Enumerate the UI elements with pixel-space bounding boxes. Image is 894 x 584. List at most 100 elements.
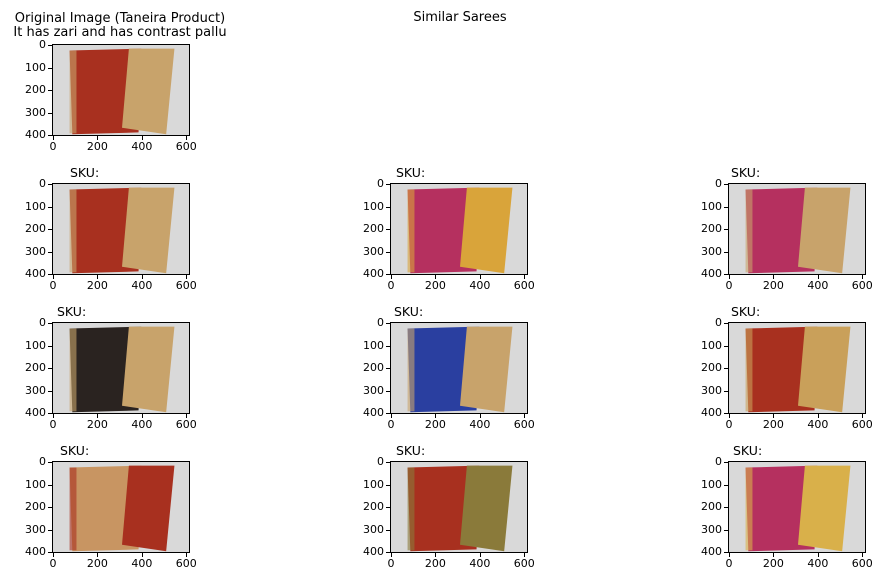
y-tick-label: 100 [25, 60, 46, 74]
y-tick [48, 67, 52, 69]
x-tick [524, 275, 526, 279]
x-tick [391, 275, 392, 279]
y-tick [386, 484, 390, 486]
saree-pallu [798, 187, 851, 274]
saree-image-original [52, 44, 190, 136]
x-tick-label: 0 [725, 279, 733, 292]
y-tick [724, 184, 728, 185]
y-tick-label: 200 [25, 222, 46, 235]
y-tick-label: 300 [25, 244, 46, 258]
saree-image-similar-7 [52, 461, 190, 553]
x-tick [773, 414, 775, 418]
y-tick-label: 0 [377, 316, 384, 329]
x-tick [862, 414, 864, 418]
y-tick [724, 552, 728, 553]
saree-image-similar-8 [390, 461, 528, 553]
y-tick-label: 200 [25, 500, 46, 513]
saree-pallu [460, 187, 513, 274]
y-tick-label: 200 [701, 500, 722, 513]
y-tick [724, 251, 728, 253]
x-tick [479, 275, 481, 279]
x-tick-label: 600 [513, 557, 535, 570]
y-tick-label: 400 [701, 545, 722, 558]
y-tick-label: 400 [25, 128, 46, 141]
y-tick-label: 400 [25, 267, 46, 280]
saree-illustration [69, 465, 175, 552]
saree-image-similar-4 [52, 322, 190, 414]
y-tick [48, 206, 52, 208]
x-tick [479, 553, 481, 557]
y-tick-label: 400 [25, 545, 46, 558]
y-tick [724, 462, 728, 463]
x-tick-label: 0 [387, 557, 395, 570]
saree-border [745, 328, 753, 412]
y-tick-label: 200 [363, 222, 384, 235]
saree-pallu [122, 187, 175, 274]
saree-illustration [69, 48, 175, 135]
x-tick-label: 600 [513, 418, 535, 431]
sku-label: SKU: [396, 165, 426, 180]
x-tick [773, 553, 775, 557]
sku-label: SKU: [731, 304, 761, 319]
sku-label: SKU: [70, 165, 100, 180]
y-tick [386, 552, 390, 553]
y-tick-label: 300 [25, 105, 46, 119]
x-tick-label: 600 [851, 418, 873, 431]
y-tick-label: 400 [701, 406, 722, 419]
x-tick [141, 553, 143, 557]
y-tick [48, 251, 52, 253]
y-tick-label: 300 [363, 383, 384, 397]
saree-image-similar-9 [728, 461, 866, 553]
y-tick [386, 229, 390, 230]
saree-illustration [407, 465, 513, 552]
y-tick-label: 0 [377, 455, 384, 468]
x-tick-label: 200 [762, 279, 784, 292]
x-tick [53, 136, 54, 140]
saree-border [69, 328, 77, 412]
y-tick-label: 300 [363, 244, 384, 258]
x-tick-label: 200 [424, 418, 446, 431]
x-tick [773, 275, 775, 279]
x-tick-label: 400 [469, 557, 491, 570]
y-tick [48, 413, 52, 414]
original-image-title: Original Image (Taneira Product) [14, 11, 226, 26]
y-tick-label: 200 [363, 361, 384, 374]
y-tick-label: 0 [715, 455, 722, 468]
x-tick-label: 0 [49, 418, 57, 431]
y-tick [724, 206, 728, 208]
y-tick [724, 274, 728, 275]
y-tick-label: 400 [363, 406, 384, 419]
x-tick [53, 275, 54, 279]
y-tick [48, 529, 52, 531]
saree-image-similar-1 [52, 183, 190, 275]
saree-image-similar-6 [728, 322, 866, 414]
x-tick [817, 275, 819, 279]
y-tick [386, 323, 390, 324]
x-tick-label: 200 [424, 279, 446, 292]
y-tick-label: 200 [701, 361, 722, 374]
y-tick-label: 200 [25, 83, 46, 96]
y-tick-label: 0 [715, 316, 722, 329]
sku-label: SKU: [733, 443, 763, 458]
x-tick [141, 414, 143, 418]
y-tick-label: 100 [25, 338, 46, 352]
saree-pallu [460, 465, 513, 552]
sku-label: SKU: [396, 443, 426, 458]
y-tick [48, 184, 52, 185]
y-tick [386, 368, 390, 369]
y-tick-label: 300 [701, 522, 722, 536]
y-tick [386, 274, 390, 275]
saree-illustration [407, 326, 513, 413]
y-tick [386, 206, 390, 208]
saree-image-similar-3 [728, 183, 866, 275]
x-tick [97, 136, 99, 140]
y-tick-label: 400 [25, 406, 46, 419]
x-tick-label: 600 [175, 140, 197, 153]
x-tick-label: 400 [469, 279, 491, 292]
x-tick [391, 414, 392, 418]
similar-sarees-title: Similar Sarees [413, 10, 507, 25]
saree-image-similar-2 [390, 183, 528, 275]
x-tick [186, 414, 188, 418]
x-tick-label: 400 [807, 557, 829, 570]
saree-pallu [460, 326, 513, 413]
